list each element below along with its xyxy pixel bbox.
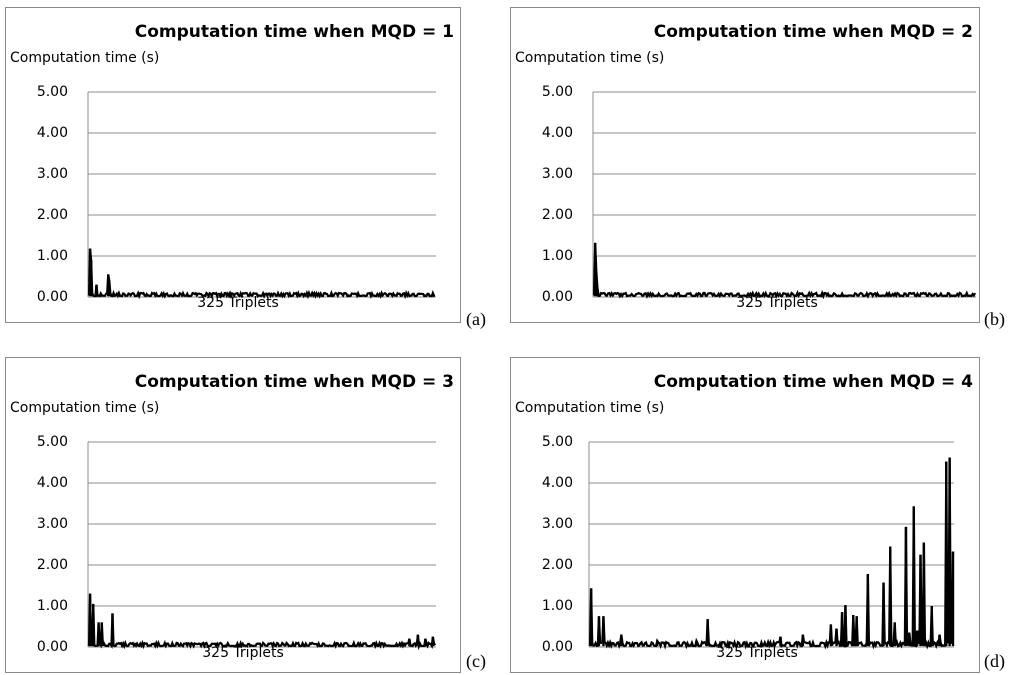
chart-panel-d: Computation time when MQD = 4 Computatio… [510, 357, 980, 673]
y-tick-label: 3.00 [541, 166, 573, 182]
y-axis-label: Computation time (s) [515, 400, 665, 416]
y-tick-label: 5.00 [36, 434, 68, 450]
y-tick-label: 5.00 [541, 434, 573, 450]
y-tick-label: 4.00 [36, 475, 68, 491]
series-line [87, 248, 436, 300]
y-tick-label: 3.00 [36, 166, 68, 182]
chart-panel-a: Computation time when MQD = 1 Computatio… [5, 7, 461, 323]
y-axis-label: Computation time (s) [10, 400, 160, 416]
panel-sublabel: (a) [466, 309, 486, 329]
y-tick-label: 4.00 [36, 125, 68, 141]
y-tick-label: 2.00 [36, 557, 68, 573]
series-line [592, 242, 976, 300]
plot-area [588, 441, 955, 650]
chart-title: Computation time when MQD = 2 [653, 22, 973, 42]
y-tick-label: 5.00 [36, 84, 68, 100]
panel-sublabel: (c) [466, 651, 486, 671]
x-axis-label: 325 Triplets [197, 295, 279, 311]
panel-sublabel: (d) [984, 651, 1005, 671]
panel-sublabel: (b) [984, 309, 1005, 329]
chart-panel-b: Computation time when MQD = 2 Computatio… [510, 7, 980, 323]
chart-title: Computation time when MQD = 3 [134, 372, 454, 392]
y-axis-label: Computation time (s) [515, 50, 665, 66]
x-axis-label: 325 Triplets [202, 645, 284, 661]
plot-area [592, 91, 976, 300]
y-axis-label: Computation time (s) [10, 50, 160, 66]
chart-title: Computation time when MQD = 4 [653, 372, 973, 392]
y-tick-label: 1.00 [541, 248, 573, 264]
plot-area [87, 441, 436, 651]
y-tick-label: 2.00 [541, 207, 573, 223]
y-tick-label: 0.00 [36, 289, 68, 305]
y-tick-label: 4.00 [541, 475, 573, 491]
chart-panel-c: Computation time when MQD = 3 Computatio… [5, 357, 461, 673]
y-tick-label: 4.00 [541, 125, 573, 141]
y-tick-label: 0.00 [36, 639, 68, 655]
y-tick-label: 2.00 [541, 557, 573, 573]
series-line [588, 457, 955, 650]
x-axis-label: 325 Triplets [736, 295, 818, 311]
y-tick-label: 0.00 [541, 289, 573, 305]
series-line [87, 593, 436, 651]
y-tick-label: 2.00 [36, 207, 68, 223]
x-axis-label: 325 Triplets [716, 645, 798, 661]
y-tick-label: 3.00 [541, 516, 573, 532]
y-tick-label: 1.00 [36, 248, 68, 264]
y-tick-label: 5.00 [541, 84, 573, 100]
chart-title: Computation time when MQD = 1 [134, 22, 454, 42]
y-tick-label: 0.00 [541, 639, 573, 655]
y-tick-label: 3.00 [36, 516, 68, 532]
y-tick-label: 1.00 [36, 598, 68, 614]
y-tick-label: 1.00 [541, 598, 573, 614]
plot-area [87, 91, 436, 300]
